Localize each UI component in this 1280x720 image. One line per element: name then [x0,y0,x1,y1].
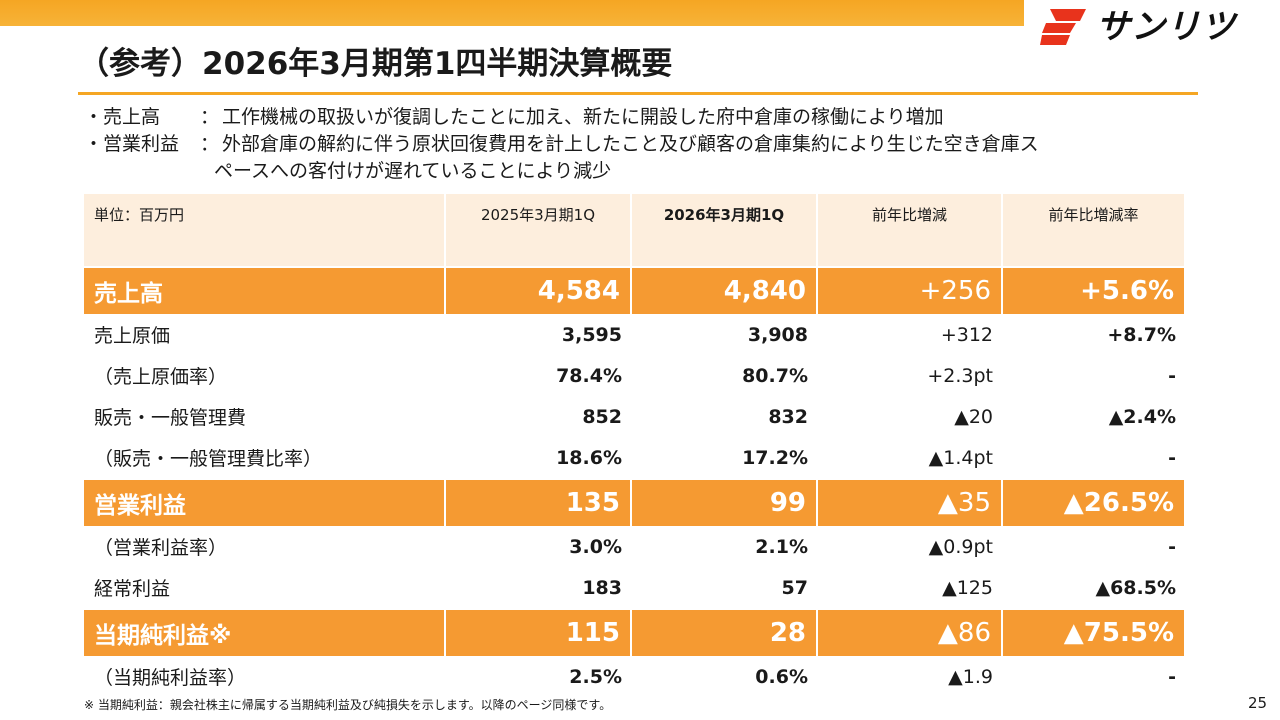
cell-current: 3,908 [747,323,808,346]
cell-rate: +8.7% [1107,323,1176,346]
cell-prev: 78.4% [556,364,622,387]
row-label: 売上高 [84,266,446,314]
table-row-cost-of-sales: 売上原価 3,595 3,908 +312 +8.7% [84,314,1186,355]
header-unit: 単位：百万円 [84,194,446,266]
company-logo: サンリツ [1040,6,1270,48]
cell-rate: ▲2.4% [1108,405,1176,428]
cell-change: +2.3pt [927,364,993,387]
cell-prev: 3,595 [561,323,622,346]
table-row-sales: 売上高 4,584 4,840 +256 +5.6% [84,266,1186,314]
cell-rate: ▲75.5% [1003,608,1186,656]
table-header-row: 単位：百万円 2025年3月期1Q 2026年3月期1Q 前年比増減 前年比増減… [84,194,1186,266]
row-label: 販売・一般管理費 [94,407,247,429]
row-label: 経常利益 [94,578,171,600]
cell-rate: - [1168,535,1176,558]
cell-change: ▲86 [818,608,1003,656]
title-underline [78,92,1198,95]
cell-rate: - [1168,364,1176,387]
bullet-text: 外部倉庫の解約に伴う原状回復費用を計上したこと及び顧客の倉庫集約により生じた空き… [222,133,1039,155]
cell-prev: 115 [446,608,632,656]
table-row-operating-profit: 営業利益 135 99 ▲35 ▲26.5% [84,478,1186,526]
bullet-text: 工作機械の取扱いが復調したことに加え、新たに開設した府中倉庫の稼働により増加 [222,106,944,128]
cell-current: 28 [632,608,818,656]
row-label: 売上原価 [94,325,171,347]
cell-prev: 852 [582,405,622,428]
bullet-colon: ： [200,133,220,155]
table-row-net-margin: （当期純利益率） 2.5% 0.6% ▲1.9 - [84,656,1186,697]
bullet-sales: ・売上高 ： 工作機械の取扱いが復調したことに加え、新たに開設した府中倉庫の稼働… [84,104,1194,131]
table-row-ordinary-profit: 経常利益 183 57 ▲125 ▲68.5% [84,567,1186,608]
cell-current: 57 [781,576,808,599]
cell-prev: 135 [446,478,632,526]
row-label: （営業利益率） [94,537,228,559]
row-label: （当期純利益率） [94,667,247,689]
page-number: 25 [1248,694,1268,712]
sanritsu-logo-icon [1040,9,1086,45]
cell-rate: - [1168,446,1176,469]
top-accent-bar [0,0,1024,26]
cell-rate: ▲26.5% [1003,478,1186,526]
cell-rate: ▲68.5% [1095,576,1176,599]
header-yoy-rate: 前年比増減率 [1003,194,1186,266]
row-label: 営業利益 [84,478,446,526]
table-row-sga: 販売・一般管理費 852 832 ▲20 ▲2.4% [84,396,1186,437]
footnote: ※ 当期純利益：親会社株主に帰属する当期純利益及び純損失を示します。以降のページ… [84,698,612,712]
cell-prev: 2.5% [569,665,622,688]
table-row-net-income: 当期純利益※ 115 28 ▲86 ▲75.5% [84,608,1186,656]
cell-rate: +5.6% [1003,266,1186,314]
cell-current: 2.1% [755,535,808,558]
cell-prev: 183 [582,576,622,599]
cell-prev: 18.6% [556,446,622,469]
cell-current: 80.7% [742,364,808,387]
cell-change: ▲125 [942,576,993,599]
header-yoy-change: 前年比増減 [818,194,1003,266]
cell-current: 832 [768,405,808,428]
cell-prev: 3.0% [569,535,622,558]
table-row-cost-ratio: （売上原価率） 78.4% 80.7% +2.3pt - [84,355,1186,396]
logo-text: サンリツ [1096,7,1236,47]
cell-change: ▲1.4pt [928,446,993,469]
cell-current: 4,840 [632,266,818,314]
page-title: （参考）2026年3月期第1四半期決算概要 [78,46,673,82]
table-row-sga-ratio: （販売・一般管理費比率） 18.6% 17.2% ▲1.4pt - [84,437,1186,478]
row-label: （販売・一般管理費比率） [94,448,323,470]
cell-change: ▲0.9pt [928,535,993,558]
bullet-label: ・営業利益 [84,133,180,155]
row-label: 当期純利益※ [84,608,446,656]
summary-bullets: ・売上高 ： 工作機械の取扱いが復調したことに加え、新たに開設した府中倉庫の稼働… [84,104,1194,185]
bullet-operating-profit: ・営業利益 ： 外部倉庫の解約に伴う原状回復費用を計上したこと及び顧客の倉庫集約… [84,131,1194,158]
cell-change: ▲35 [818,478,1003,526]
financial-summary-table: 単位：百万円 2025年3月期1Q 2026年3月期1Q 前年比増減 前年比増減… [84,194,1186,697]
bullet-colon: ： [200,106,220,128]
header-prev-year: 2025年3月期1Q [446,194,632,266]
cell-change: ▲20 [954,405,993,428]
bullet-label: ・売上高 [84,106,161,128]
cell-rate: - [1168,665,1176,688]
bullet-continuation: ペースへの客付けが遅れていることにより減少 [214,160,612,182]
cell-current: 99 [632,478,818,526]
cell-current: 0.6% [755,665,808,688]
row-label: （売上原価率） [94,366,228,388]
cell-change: +312 [940,323,993,346]
cell-prev: 4,584 [446,266,632,314]
table-row-operating-margin: （営業利益率） 3.0% 2.1% ▲0.9pt - [84,526,1186,567]
cell-change: ▲1.9 [948,665,993,688]
cell-change: +256 [818,266,1003,314]
cell-current: 17.2% [742,446,808,469]
header-current-year: 2026年3月期1Q [632,194,818,266]
